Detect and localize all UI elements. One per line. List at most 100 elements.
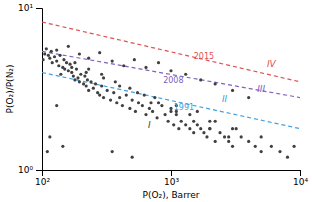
point xyxy=(112,91,115,94)
point xyxy=(70,71,73,74)
point xyxy=(160,104,163,107)
point xyxy=(247,140,250,143)
point xyxy=(118,96,121,99)
point xyxy=(227,140,230,143)
bound-line xyxy=(42,72,300,128)
point xyxy=(57,64,60,67)
point xyxy=(114,80,117,83)
point xyxy=(73,61,76,64)
point xyxy=(111,150,114,153)
point xyxy=(48,57,51,60)
point xyxy=(76,76,79,79)
point xyxy=(137,101,140,104)
point xyxy=(72,74,75,77)
y-tick-label: 10⁰ xyxy=(18,165,33,175)
x-tick-mark xyxy=(171,170,172,176)
point xyxy=(55,48,58,51)
point xyxy=(136,91,139,94)
bound-line xyxy=(42,51,300,97)
point xyxy=(134,110,137,113)
point xyxy=(86,78,89,81)
point xyxy=(111,60,114,63)
point xyxy=(79,73,82,76)
point xyxy=(223,135,226,138)
point xyxy=(102,96,105,99)
point xyxy=(184,73,187,76)
point xyxy=(175,113,178,116)
point xyxy=(50,50,53,53)
point xyxy=(83,74,86,77)
y-axis-title: P(O₂)/P(N₂) xyxy=(5,65,15,114)
point xyxy=(260,135,263,138)
point xyxy=(208,127,211,130)
scatter-points xyxy=(42,45,296,159)
point xyxy=(155,116,158,119)
point xyxy=(260,150,263,153)
point xyxy=(94,82,97,85)
point xyxy=(92,87,95,90)
point xyxy=(169,69,172,72)
x-tick-label: 10² xyxy=(35,177,50,187)
point xyxy=(227,135,230,138)
plot-area: 10²10³10⁴10⁰10¹201520081991IVIIIIII xyxy=(18,3,308,187)
point xyxy=(131,99,134,102)
point xyxy=(192,120,195,123)
x-axis-title: P(O₂), Barrer xyxy=(143,190,200,200)
point xyxy=(42,58,45,61)
point xyxy=(102,76,105,79)
point xyxy=(43,52,46,55)
point xyxy=(46,150,49,153)
point xyxy=(188,113,191,116)
point xyxy=(98,51,101,54)
point xyxy=(100,73,103,76)
point xyxy=(214,82,217,85)
point xyxy=(184,123,187,126)
point xyxy=(231,145,234,148)
point xyxy=(115,101,118,104)
point xyxy=(144,66,147,69)
point xyxy=(68,63,71,66)
point xyxy=(89,80,92,83)
point xyxy=(199,127,202,130)
y-tick-mark xyxy=(36,8,42,9)
point xyxy=(55,104,58,107)
point xyxy=(157,61,160,64)
point xyxy=(121,104,124,107)
point xyxy=(148,107,151,110)
line-label: 2008 xyxy=(163,76,183,85)
point xyxy=(85,71,88,74)
point xyxy=(61,145,64,148)
point xyxy=(75,67,78,70)
point xyxy=(70,66,73,69)
point xyxy=(208,127,211,130)
point xyxy=(98,93,101,96)
point xyxy=(62,58,65,61)
point xyxy=(202,131,205,134)
point xyxy=(125,93,128,96)
point xyxy=(67,45,70,48)
point xyxy=(149,101,152,104)
point xyxy=(128,107,131,110)
point xyxy=(85,84,88,87)
point xyxy=(177,127,180,130)
point xyxy=(53,55,56,58)
y-tick: 10¹ xyxy=(18,3,42,13)
point xyxy=(144,113,147,116)
line-label: 2015 xyxy=(194,52,214,61)
point xyxy=(45,47,48,50)
point xyxy=(157,101,160,104)
x-tick: 10² xyxy=(35,170,50,187)
point xyxy=(292,145,295,148)
region-label: IV xyxy=(267,59,277,69)
point xyxy=(67,69,70,72)
point xyxy=(51,61,54,64)
x-tick-label: 10³ xyxy=(164,177,179,187)
point xyxy=(169,107,172,110)
point xyxy=(128,87,131,90)
point xyxy=(196,110,199,113)
x-axis-line xyxy=(43,171,301,177)
point xyxy=(231,89,234,92)
chart: 10²10³10⁴10⁰10¹201520081991IVIIIIIIP(O₂)… xyxy=(0,0,312,202)
point xyxy=(151,110,154,113)
point xyxy=(169,110,172,113)
